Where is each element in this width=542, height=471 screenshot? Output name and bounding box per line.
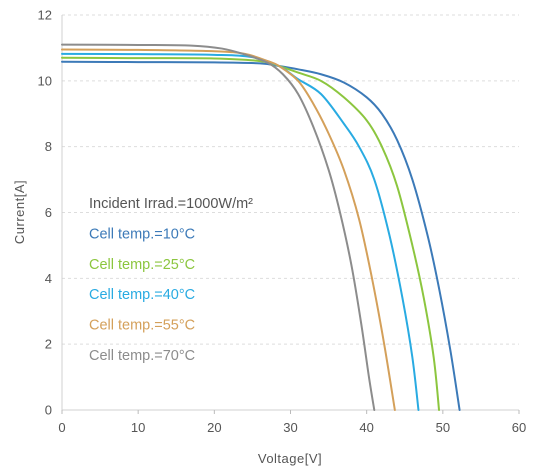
legend-entry-2: Cell temp.=25°C (89, 257, 195, 273)
legend: Incident Irrad.=1000W/m² Cell temp.=10°C C… (89, 196, 253, 364)
legend-header: Incident Irrad.=1000W/m² (89, 196, 253, 212)
x-tick-label: 30 (283, 420, 297, 435)
x-tick-label: 10 (131, 420, 145, 435)
legend-entry-3: Cell temp.=40°C (89, 287, 195, 303)
series-line-1 (61, 60, 461, 411)
y-tick-label: 6 (45, 205, 52, 220)
y-axis-label: Current[A] (12, 180, 27, 244)
y-tick-label: 4 (45, 271, 52, 286)
y-tick-label: 12 (38, 8, 52, 23)
x-tick-label: 0 (58, 420, 65, 435)
ticks: 0 10 20 30 40 50 60 0 2 4 6 8 10 12 (38, 8, 527, 436)
y-tick-label: 2 (45, 337, 52, 352)
x-tick-label: 20 (207, 420, 221, 435)
legend-entry-4: Cell temp.=55°C (89, 318, 195, 334)
x-tick-label: 50 (436, 420, 450, 435)
series-line-4 (61, 48, 396, 411)
legend-entry-1: Cell temp.=10°C (89, 226, 195, 242)
x-tick-label: 40 (359, 420, 373, 435)
series-line-3 (61, 52, 420, 411)
curves (61, 43, 461, 411)
series-line-2 (61, 56, 441, 411)
y-tick-label: 10 (38, 73, 52, 88)
grid (62, 14, 519, 345)
x-axis-label: Voltage[V] (258, 451, 322, 466)
legend-entry-5: Cell temp.=70°C (89, 348, 195, 364)
series-line-5 (61, 43, 376, 411)
y-tick-label: 0 (45, 403, 52, 418)
x-tick-label: 60 (512, 420, 526, 435)
y-tick-label: 8 (45, 139, 52, 154)
